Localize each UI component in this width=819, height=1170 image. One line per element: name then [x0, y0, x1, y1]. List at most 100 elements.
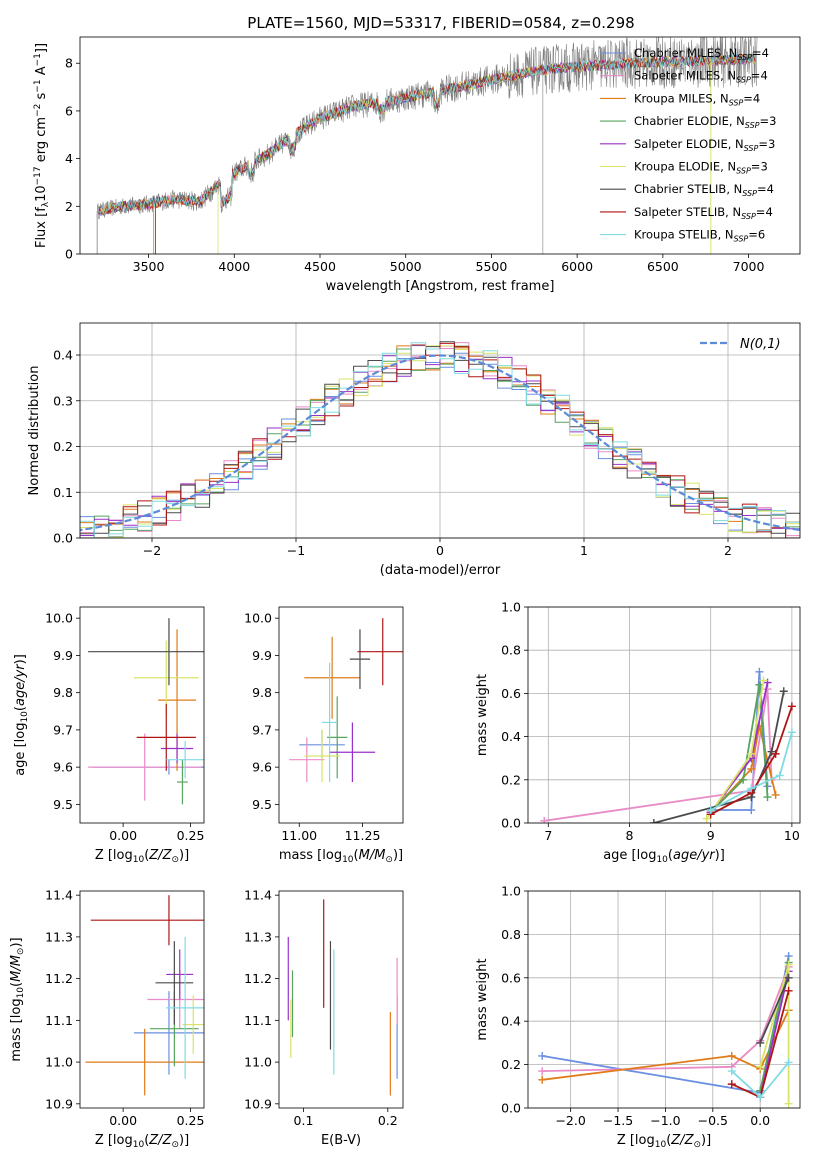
legend-label-7: Chabrier STELIB, NSSP=4: [634, 182, 774, 198]
age_vs_Z-xlabel: Z [log10(Z/Z⊙)]: [95, 848, 189, 865]
mass_vs_Z-ytick-label: 11.3: [45, 929, 73, 944]
age_vs_mass-ytick-label: 9.7: [252, 722, 272, 737]
legend-model-name: Chabrier MILES: [634, 46, 721, 60]
weight_vs_age-axes: 7 8 9 10 0.0 0.2 0.4 0.6 0.8 1.0 age [log10(age/yr…: [475, 600, 801, 865]
residual_distribution-ytick-label: 0.0: [53, 531, 73, 546]
residual_distribution-plot-area: [80, 341, 800, 538]
weight_vs_Z-marker-7: [784, 973, 793, 982]
legend-nssp-value: 4: [753, 91, 760, 105]
weight_vs_age-marker-1: [755, 667, 764, 676]
spectrum-xtick-label: 3500: [133, 259, 165, 274]
weight_vs_Z-xlabel: Z [log10(Z/Z⊙)]: [617, 1133, 711, 1150]
weight_vs_age-series-2: [544, 688, 773, 822]
weight_vs_Z-marker-3: [538, 1075, 547, 1084]
weight_vs_age-xtick-label: 8: [626, 828, 634, 843]
residual_distribution-ytick-label: 0.1: [53, 485, 73, 500]
residual_distribution-axes: −2 −1 0 1 2 0.0 0.1 0.2 0.3 0.4 (data-model)/error…: [27, 322, 801, 578]
weight_vs_Z-xtick-label: −1.0: [650, 1113, 680, 1128]
weight_vs_Z-ytick-label: 1.0: [501, 884, 521, 899]
residual_distribution-ytick-label: 0.3: [53, 393, 73, 408]
legend-nssp-value: 3: [769, 114, 776, 128]
weight_vs_Z-series-7: [759, 977, 790, 1044]
spectrum-ytick-label: 2: [65, 199, 73, 214]
mass_vs_EBV-ytick-label: 11.1: [244, 1013, 272, 1028]
weight_vs_age-marker-7: [767, 747, 776, 756]
weight_vs_Z-ytick-label: 0.8: [501, 927, 521, 942]
residual-histogram-9: [80, 342, 800, 538]
mass_vs_Z-axes: 0.00 0.25 10.9 11.0 11.1 11.2 11.3 11.4 Z [log10…: [9, 888, 204, 1150]
weight_vs_Z-marker-9: [784, 1058, 793, 1067]
mass_vs_EBV-ytick-label: 11.0: [244, 1055, 272, 1070]
age_vs_Z-plot-area: [88, 618, 204, 805]
weight_vs_Z-xtick-label: −1.5: [603, 1113, 633, 1128]
residual_distribution-xlabel: (data-model)/error: [380, 563, 501, 578]
weight_vs_age-xlabel: age [log10(age/yr)]: [603, 848, 725, 865]
age_vs_mass-ytick-label: 9.6: [252, 760, 272, 775]
weight_vs_age-marker-3: [747, 765, 756, 773]
spectrum-frame: [79, 36, 801, 255]
age_vs_mass-ytick-label: 9.9: [252, 648, 272, 663]
residual_distribution-ytick-label: 0.4: [53, 348, 73, 363]
age_vs_Z-frame: [79, 606, 205, 824]
weight_vs_Z-axes: −2.0 −1.5 −1.0 −0.5 0.0 0.0 0.2 0.4 0.6 0.8 1.0 Z […: [475, 884, 801, 1150]
weight_vs_age-frame: [527, 606, 801, 824]
weight_vs_Z-xtick-label: −0.5: [698, 1113, 728, 1128]
mass_vs_EBV-xlabel: E(B-V): [321, 1133, 361, 1148]
weight_vs_Z-frame: [527, 890, 801, 1109]
age_vs_mass-xtick-label: 11.25: [345, 828, 381, 843]
spectrum-axes: 3500 4000 4500 5000 5500 6000 6500 700002468wav…: [33, 36, 801, 294]
weight_vs_age-marker-6: [759, 676, 768, 685]
residual-histogram-8: [80, 342, 800, 538]
weight_vs_Z-marker-9: [727, 1067, 736, 1076]
residual_distribution-xtick-label: 2: [724, 543, 732, 558]
mass_vs_Z-plot-area: [85, 895, 204, 1096]
age_vs_Z-ytick-label: 9.9: [53, 648, 73, 663]
spectrum-xtick-label: 7000: [733, 259, 765, 274]
legend-label-9: Kroupa STELIB, NSSP=6: [634, 228, 765, 244]
residual_distribution-xtick-label: −2: [143, 543, 161, 558]
spectrum-plot-area: [96, 37, 758, 254]
legend-nssp-value: 4: [765, 205, 772, 219]
weight_vs_Z-marker-6: [784, 960, 793, 969]
legend-label-4: Chabrier ELODIE, NSSP=3: [634, 114, 776, 130]
spectrum-legend: Chabrier MILES, NSSP=4 Salpeter MILES, NS…: [600, 46, 776, 244]
weight_vs_age-ytick-label: 1.0: [501, 600, 521, 615]
residual-histogram-4: [80, 345, 800, 538]
weight_vs_age-series-7: [653, 691, 785, 823]
legend-nssp-value: 4: [767, 182, 774, 196]
weight_vs_age-marker-8: [771, 749, 780, 758]
age_vs_mass-ytick-label: 9.8: [252, 685, 272, 700]
age_vs_Z-ytick-label: 9.8: [53, 685, 73, 700]
spectrum-xtick-label: 6500: [647, 259, 679, 274]
residual_distribution-frame: [79, 322, 801, 539]
legend-label-8: Salpeter STELIB, NSSP=4: [634, 205, 773, 221]
spectrum-xtick-label: 5000: [390, 259, 422, 274]
weight_vs_Z-marker-1: [538, 1051, 547, 1060]
legend-label-2: Salpeter MILES, NSSP=4: [634, 69, 768, 85]
weight_vs_age-marker-7: [779, 687, 788, 696]
legend-model-name: Chabrier ELODIE: [634, 114, 729, 128]
legend-nssp-value: 3: [760, 160, 767, 174]
mass_vs_EBV-xtick-label: 0.2: [378, 1113, 398, 1128]
age_vs_Z-ytick-label: 9.7: [53, 722, 73, 737]
weight_vs_age-marker-7: [649, 819, 658, 823]
spectrum-ytick-label: 8: [65, 56, 73, 71]
residual_distribution-xtick-label: 1: [580, 543, 588, 558]
weight_vs_age-xtick-label: 10: [784, 828, 800, 843]
weight_vs_age-marker-1: [747, 806, 756, 815]
spectrum-xtick-label: 5500: [476, 259, 508, 274]
age_vs_Z-ytick-label: 10.0: [45, 611, 73, 626]
legend-model-name: Salpeter ELODIE: [634, 137, 728, 151]
weight_vs_age-ylabel: mass weight: [475, 674, 490, 756]
residual_distribution-ytick-label: 0.2: [53, 439, 73, 454]
legend-label-6: Kroupa ELODIE, NSSP=3: [634, 160, 768, 176]
weight_vs_Z-plot-area: [538, 952, 793, 1108]
spectrum-ytick-label: 4: [65, 151, 73, 166]
mass_vs_EBV-xtick-label: 0.1: [294, 1113, 314, 1128]
spectrum-ytick-label: 6: [65, 103, 73, 118]
age_vs_Z-ylabel: age [log10(age/yr)]: [13, 654, 30, 776]
spectrum-ylabel: Flux [fλ10−17 erg cm−2 s−1 A−1]]: [33, 43, 51, 248]
weight_vs_Z-marker-8: [727, 1080, 736, 1089]
weight_vs_age-marker-2: [540, 816, 549, 823]
